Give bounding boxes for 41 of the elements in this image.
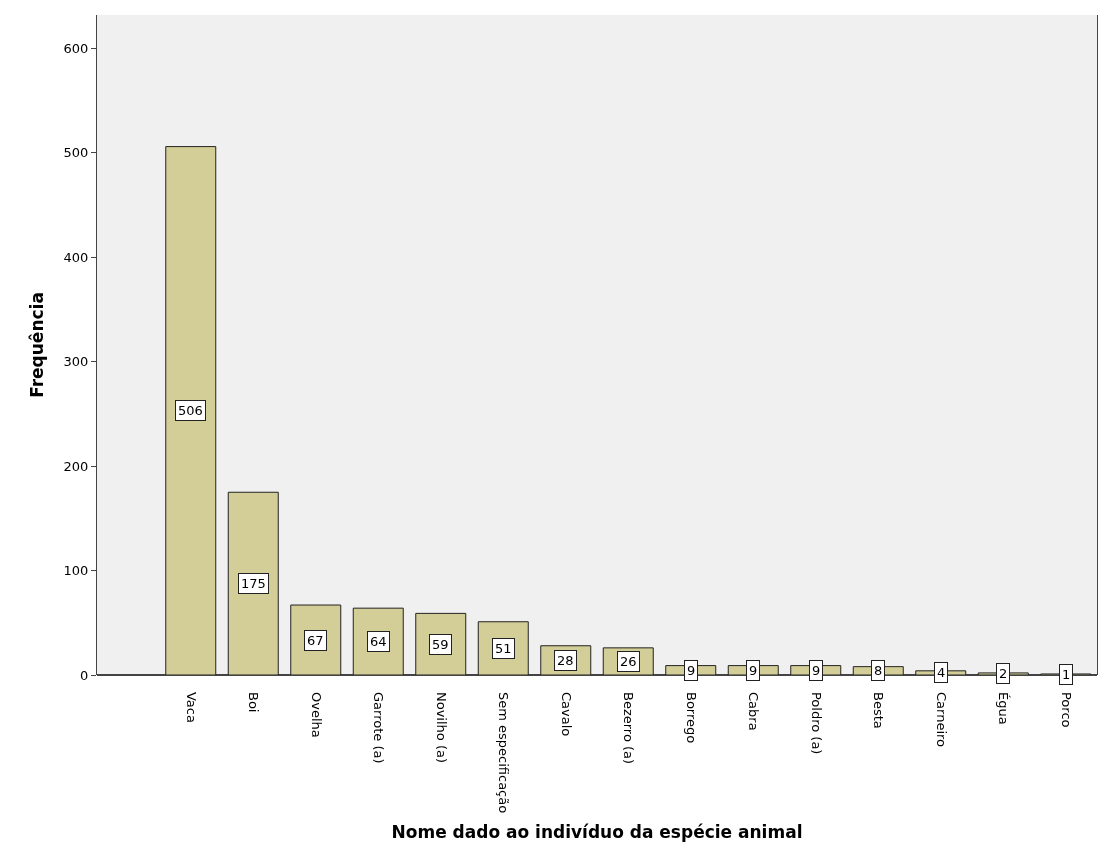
- data-label: 26: [620, 654, 637, 669]
- x-tick-label: Porco: [1058, 692, 1074, 728]
- data-label: 64: [370, 634, 387, 649]
- bar: [165, 146, 217, 675]
- data-label: 506: [178, 403, 203, 418]
- x-tick-label: Sem especificação: [496, 692, 512, 814]
- x-tick-label: Boi: [246, 692, 262, 713]
- x-tick-label: Ovelha: [308, 692, 324, 738]
- data-label: 9: [749, 663, 758, 678]
- x-tick-label: Carneiro: [933, 692, 949, 748]
- y-tick-label: 0: [80, 667, 89, 683]
- y-tick-label: 100: [63, 563, 89, 579]
- x-tick-label: Poldro (a): [808, 692, 824, 755]
- data-label: 28: [557, 653, 574, 668]
- x-tick-label: Besta: [871, 692, 887, 729]
- x-tick-label: Garrote (a): [371, 692, 387, 764]
- x-tick-label: Bezerro (a): [621, 692, 637, 765]
- data-label: 9: [812, 663, 821, 678]
- x-tick-label: Novilho (a): [433, 692, 449, 764]
- y-tick-label: 300: [63, 354, 89, 370]
- y-tick-label: 400: [63, 249, 89, 265]
- y-tick-label: 200: [63, 458, 89, 474]
- y-axis-title: Frequência: [27, 292, 48, 398]
- data-label: 1: [1062, 667, 1071, 682]
- data-label: 59: [432, 637, 449, 652]
- x-tick-label: Vaca: [183, 692, 199, 723]
- data-label: 9: [687, 663, 696, 678]
- x-tick-label: Borrego: [683, 692, 699, 744]
- x-tick-label: Cavalo: [558, 692, 574, 737]
- data-label: 175: [241, 576, 266, 591]
- x-tick-label: Égua: [996, 692, 1012, 725]
- data-label: 2: [999, 666, 1008, 681]
- data-label: 8: [874, 663, 883, 678]
- data-label: 67: [307, 633, 324, 648]
- data-label: 51: [495, 641, 512, 656]
- x-tick-label: Cabra: [746, 692, 762, 731]
- y-tick-label: 600: [63, 40, 89, 56]
- y-tick-label: 500: [63, 145, 89, 161]
- data-label: 4: [937, 665, 946, 680]
- bar: [227, 491, 279, 675]
- x-axis-title: Nome dado ao indivíduo da espécie animal: [391, 822, 803, 842]
